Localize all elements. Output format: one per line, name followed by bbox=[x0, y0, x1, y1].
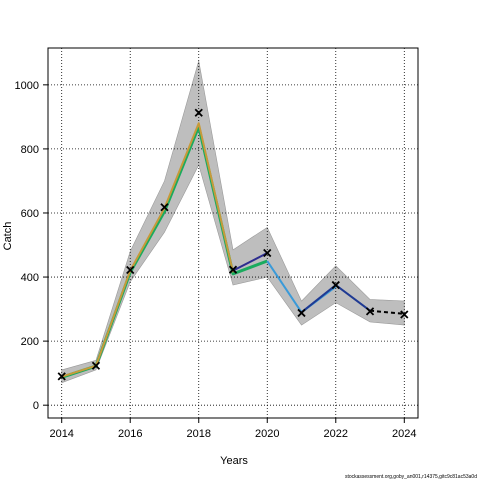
observed-point-2022 bbox=[331, 280, 340, 290]
observed-point-2016 bbox=[126, 265, 135, 275]
x-tick-label-2016: 2016 bbox=[118, 428, 142, 440]
confidence-band-layer bbox=[61, 60, 405, 384]
plot-frame bbox=[47, 47, 419, 419]
y-axis-title: Catch bbox=[2, 222, 14, 251]
x-tick-label-2022: 2022 bbox=[324, 428, 348, 440]
y-tick-label-400: 400 bbox=[21, 272, 39, 284]
series-line-3 bbox=[232, 252, 268, 272]
footnote-text: stockassessment.org,goby_an001,r14375,gi… bbox=[345, 474, 477, 480]
observed-point-2017 bbox=[160, 203, 169, 212]
observed-points-layer bbox=[57, 108, 409, 381]
y-tick-label-1000: 1000 bbox=[15, 80, 39, 92]
observed-point-2014 bbox=[57, 372, 66, 381]
series-line-2 bbox=[61, 122, 234, 378]
x-tick-label-2020: 2020 bbox=[255, 428, 279, 440]
observed-point-2021 bbox=[297, 308, 306, 318]
y-tick-label-0: 0 bbox=[33, 400, 39, 412]
series-line-6 bbox=[369, 309, 405, 315]
grid-layer bbox=[48, 48, 418, 418]
axes-layer: 2014 2016 2018 2020 2022 2024 0 200 400 600 800 100… bbox=[15, 80, 417, 440]
x-axis-title: Years bbox=[220, 455, 248, 467]
observed-point-2015 bbox=[91, 361, 101, 370]
observed-point-2020 bbox=[263, 248, 272, 258]
observed-point-2019 bbox=[228, 265, 238, 274]
y-tick-label-600: 600 bbox=[21, 208, 39, 220]
x-tick-label-2014: 2014 bbox=[49, 428, 73, 440]
observed-point-2023 bbox=[365, 307, 375, 316]
x-tick-label-2024: 2024 bbox=[392, 428, 416, 440]
y-tick-label-800: 800 bbox=[21, 144, 39, 156]
confidence-band bbox=[61, 60, 405, 384]
observed-point-2024 bbox=[400, 310, 409, 319]
observed-point-2018 bbox=[194, 108, 203, 117]
y-tick-label-200: 200 bbox=[21, 336, 39, 348]
x-tick-label-2018: 2018 bbox=[186, 428, 210, 440]
